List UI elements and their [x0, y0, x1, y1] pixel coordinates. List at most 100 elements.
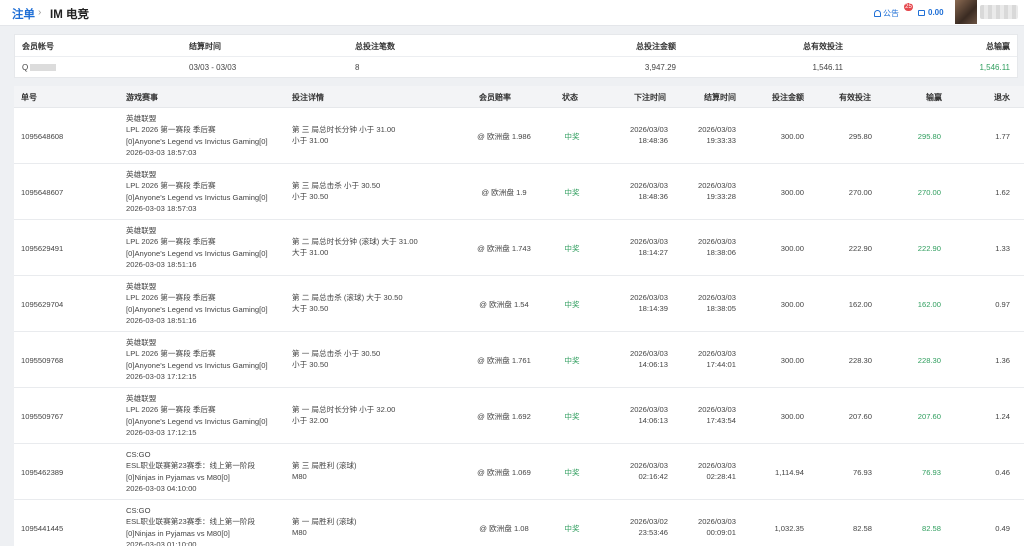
breadcrumb-separator: › [38, 7, 42, 18]
table-row[interactable]: 1095629491 英雄联盟 LPL 2026 第一赛段 季后赛 [0]Anyone… [14, 220, 1024, 276]
bet-amount: 300.00 [780, 244, 804, 253]
summary-total-winloss: 1,546.11 [979, 63, 1010, 72]
bet-id: 1095462389 [21, 468, 64, 477]
bet-detail: 第 一 局总击杀 小于 30.50 小于 30.50 [292, 348, 380, 371]
win-loss: 82.58 [921, 524, 941, 533]
bet-time-line-1: 2026/03/03 [629, 461, 668, 470]
bet-time: 2026/03/03 02:16:42 [618, 460, 668, 483]
bet-time-line-1: 2026/03/03 [629, 125, 668, 134]
summary-header-account: 会员帐号 [22, 42, 54, 51]
notice-button[interactable]: 公告 [874, 8, 899, 19]
summary-header-total-winloss: 总输赢 [986, 42, 1010, 51]
bet-amount: 300.00 [780, 300, 804, 309]
bet-time-line-2: 18:48:36 [638, 136, 668, 146]
col-game: 游戏赛事 [126, 93, 158, 102]
settle-time-line-2: 19:33:28 [706, 192, 736, 202]
settle-time-line-1: 2026/03/03 [697, 237, 736, 246]
game-info-line-1: 英雄联盟 [126, 170, 157, 179]
col-amount: 投注金额 [772, 93, 804, 102]
table-row[interactable]: 1095648608 英雄联盟 LPL 2026 第一赛段 季后赛 [0]Anyone… [14, 108, 1024, 164]
settle-time-line-2: 18:38:06 [706, 248, 736, 258]
settle-time-line-2: 19:33:33 [706, 136, 736, 146]
bet-amount: 300.00 [780, 412, 804, 421]
summary-header-total-bet: 总投注金额 [636, 42, 676, 51]
valid-bet: 295.80 [848, 132, 872, 141]
status: 中奖 [564, 524, 580, 533]
valid-bet: 207.60 [848, 412, 872, 421]
odds: @ 欧洲盘 1.986 [477, 132, 531, 141]
bet-detail: 第 二 局总时长分钟 (滚球) 大于 31.00 大于 31.00 [292, 236, 418, 259]
game-info-line-3: [0]Anyone's Legend vs Invictus Gaming[0] [126, 192, 268, 202]
game-info-line-4: 2026-03-03 17:12:15 [126, 427, 197, 437]
settle-time-line-1: 2026/03/03 [697, 125, 736, 134]
settle-time-line-2: 00:09:01 [706, 528, 736, 538]
table-row[interactable]: 1095441445 CS:GO ESL职业联赛第23赛季：线上第一阶段 [0]Nin… [14, 500, 1024, 546]
game-info-line-4: 2026-03-03 17:12:15 [126, 371, 197, 381]
settle-time: 2026/03/03 17:43:54 [686, 404, 736, 427]
account-redacted [30, 64, 57, 71]
settle-time-line-1: 2026/03/03 [697, 181, 736, 190]
bet-detail-line-2: 小于 30.50 [292, 360, 329, 370]
game-info: 英雄联盟 LPL 2026 第一赛段 季后赛 [0]Anyone's Legend … [126, 393, 268, 438]
game-info-line-3: [0]Anyone's Legend vs Invictus Gaming[0] [126, 248, 268, 258]
bet-amount: 1,032.35 [774, 524, 804, 533]
rebate: 0.49 [995, 524, 1010, 533]
bet-time: 2026/03/03 18:48:36 [618, 180, 668, 203]
bet-detail-line-1: 第 一 局胜利 (滚球) [292, 517, 357, 526]
settle-time-line-1: 2026/03/03 [697, 405, 736, 414]
col-rebate: 退水 [994, 93, 1010, 102]
bet-detail: 第 一 局总时长分钟 小于 32.00 小于 32.00 [292, 404, 395, 427]
bet-time: 2026/03/03 18:48:36 [618, 124, 668, 147]
bets-table: 单号 游戏赛事 投注详情 会员赔率 状态 下注时间 结算时间 投注金额 有效投注… [14, 86, 1024, 546]
game-info: 英雄联盟 LPL 2026 第一赛段 季后赛 [0]Anyone's Legend … [126, 281, 268, 326]
win-loss: 162.00 [917, 300, 941, 309]
rebate: 1.36 [995, 356, 1010, 365]
game-info: 英雄联盟 LPL 2026 第一赛段 季后赛 [0]Anyone's Legend … [126, 225, 268, 270]
settle-time-line-2: 18:38:05 [706, 304, 736, 314]
table-row[interactable]: 1095509768 英雄联盟 LPL 2026 第一赛段 季后赛 [0]Anyone… [14, 332, 1024, 388]
rebate: 1.62 [995, 188, 1010, 197]
table-row[interactable]: 1095509767 英雄联盟 LPL 2026 第一赛段 季后赛 [0]Anyone… [14, 388, 1024, 444]
table-row[interactable]: 1095462389 CS:GO ESL职业联赛第23赛季：线上第一阶段 [0]Nin… [14, 444, 1024, 500]
avatar[interactable] [955, 0, 977, 24]
bet-time-line-1: 2026/03/02 [629, 517, 668, 526]
bet-detail: 第 三 局胜利 (滚球) M80 [292, 460, 357, 483]
bet-id: 1095441445 [21, 524, 64, 533]
bet-id: 1095648608 [21, 132, 64, 141]
odds: @ 欧洲盘 1.692 [477, 412, 531, 421]
status: 中奖 [564, 356, 580, 365]
valid-bet: 82.58 [852, 524, 872, 533]
odds: @ 欧洲盘 1.54 [479, 300, 529, 309]
settle-time: 2026/03/03 02:28:41 [686, 460, 736, 483]
status: 中奖 [564, 244, 580, 253]
bet-detail-line-1: 第 二 局总时长分钟 (滚球) 大于 31.00 [292, 237, 418, 246]
game-info-line-2: LPL 2026 第一赛段 季后赛 [126, 405, 216, 415]
summary-count: 8 [355, 63, 360, 72]
settle-time-line-2: 02:28:41 [706, 472, 736, 482]
win-loss: 207.60 [917, 412, 941, 421]
summary-panel: 会员帐号 结算时间 总投注笔数 总投注金额 总有效投注 总输赢 Q 03/03 … [14, 34, 1018, 78]
settle-time-line-2: 17:44:01 [706, 360, 736, 370]
summary-header-settle-time: 结算时间 [189, 42, 221, 51]
game-info-line-2: ESL职业联赛第23赛季：线上第一阶段 [126, 517, 256, 527]
rebate: 0.97 [995, 300, 1010, 309]
game-info-line-1: 英雄联盟 [126, 394, 157, 403]
table-row[interactable]: 1095648607 英雄联盟 LPL 2026 第一赛段 季后赛 [0]Anyone… [14, 164, 1024, 220]
bet-time-line-2: 18:48:36 [638, 192, 668, 202]
bet-detail-line-1: 第 一 局总击杀 小于 30.50 [292, 349, 381, 358]
notice-label: 公告 [883, 9, 899, 18]
table-row[interactable]: 1095629704 英雄联盟 LPL 2026 第一赛段 季后赛 [0]Anyone… [14, 276, 1024, 332]
balance-button[interactable]: 0.00 [918, 8, 944, 17]
breadcrumb-bets-link[interactable]: 注单 [12, 9, 35, 21]
bet-time-line-2: 23:53:46 [638, 528, 668, 538]
game-info-line-2: LPL 2026 第一赛段 季后赛 [126, 293, 216, 303]
game-info: CS:GO ESL职业联赛第23赛季：线上第一阶段 [0]Ninjas in Pyj… [126, 505, 255, 546]
bet-time-line-2: 02:16:42 [638, 472, 668, 482]
col-valid: 有效投注 [839, 93, 871, 102]
game-info: CS:GO ESL职业联赛第23赛季：线上第一阶段 [0]Ninjas in Pyj… [126, 449, 255, 494]
bet-id: 1095629704 [21, 300, 64, 309]
bet-time-line-1: 2026/03/03 [629, 293, 668, 302]
bet-id: 1095509767 [21, 412, 64, 421]
valid-bet: 222.90 [848, 244, 872, 253]
game-info-line-2: LPL 2026 第一赛段 季后赛 [126, 237, 216, 247]
